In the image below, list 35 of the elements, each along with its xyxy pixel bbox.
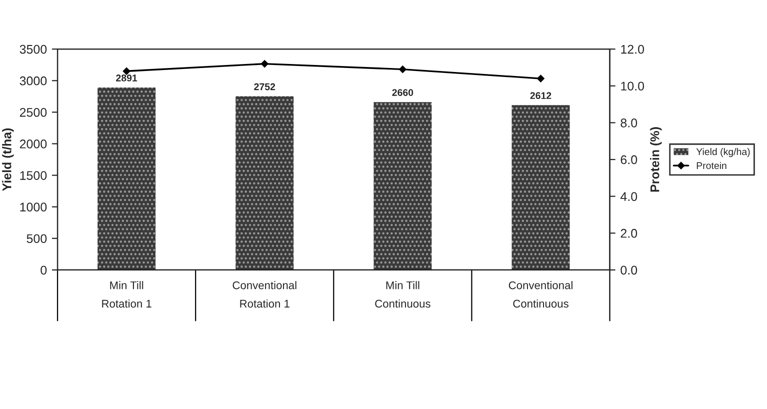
x-tick-label: Min Till Rotation 1 <box>102 281 152 308</box>
y-tick-label: 3500 <box>20 44 47 54</box>
data-label: 2891 <box>116 74 138 82</box>
bar <box>98 88 156 270</box>
y-tick-label: 2500 <box>20 108 47 117</box>
point <box>122 68 130 75</box>
data-label: 2612 <box>530 92 552 100</box>
point <box>260 60 268 68</box>
legend-label: Protein <box>696 162 726 170</box>
y2-tick-label: 6.0 <box>620 155 638 164</box>
legend-label: Yield (kg/ha) <box>696 148 750 158</box>
bar <box>236 96 294 270</box>
point <box>399 66 406 73</box>
y-tick-label: 3000 <box>20 76 47 86</box>
x-tick-label: Conventional Continuous <box>508 281 572 308</box>
x-tick-label: Min Till Continuous <box>375 281 430 308</box>
y-tick-label: 1000 <box>20 202 47 212</box>
y2-axis-title: Protein (%) <box>650 127 662 192</box>
y2-tick-label: 8.0 <box>620 118 638 128</box>
y2-tick-label: 10.0 <box>621 82 644 91</box>
y-tick-label: 500 <box>26 234 47 244</box>
x-tick-label: Conventional Rotation 1 <box>232 281 296 308</box>
y2-tick-label: 0.0 <box>620 266 638 275</box>
point <box>537 74 544 82</box>
y-tick-label: 1500 <box>20 171 47 180</box>
bar <box>374 102 432 270</box>
bar <box>512 105 570 270</box>
y2-tick-label: 2.0 <box>620 228 638 238</box>
y2-tick-label: 4.0 <box>620 192 638 201</box>
y-tick-label: 2000 <box>20 140 47 148</box>
y-axis-title: Yield (t/ha) <box>2 128 14 192</box>
data-label: 2660 <box>392 89 414 96</box>
y-tick-label: 0 <box>40 266 47 275</box>
data-label: 2752 <box>254 83 276 90</box>
y2-tick-label: 12.0 <box>621 44 644 54</box>
